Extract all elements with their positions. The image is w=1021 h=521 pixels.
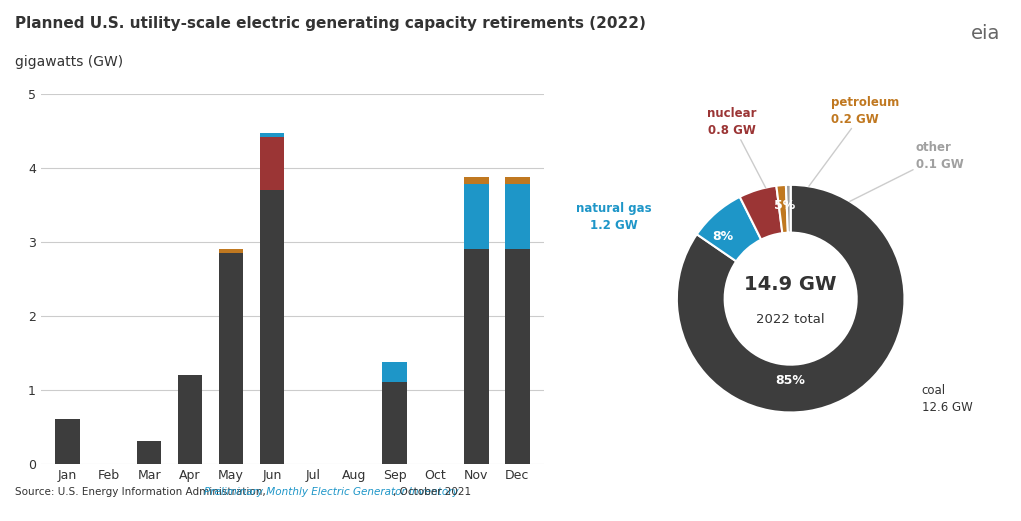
Bar — [259, 190, 284, 464]
Text: petroleum
0.2 GW: petroleum 0.2 GW — [809, 96, 898, 186]
Text: natural gas
1.2 GW: natural gas 1.2 GW — [577, 202, 652, 232]
Bar — [465, 249, 489, 464]
Text: nuclear
0.8 GW: nuclear 0.8 GW — [707, 107, 766, 188]
Wedge shape — [677, 185, 905, 413]
Bar — [505, 249, 530, 464]
Bar — [218, 253, 243, 464]
Bar — [382, 362, 407, 382]
Bar — [505, 177, 530, 184]
Text: , October 2021: , October 2021 — [393, 487, 471, 498]
Bar — [137, 441, 161, 464]
Bar — [55, 419, 80, 464]
Wedge shape — [786, 185, 790, 233]
Text: other
0.1 GW: other 0.1 GW — [849, 141, 964, 201]
Wedge shape — [776, 185, 788, 233]
Bar — [465, 184, 489, 249]
Bar — [178, 375, 202, 464]
Bar — [505, 184, 530, 249]
Text: eia: eia — [971, 24, 1000, 43]
Wedge shape — [696, 197, 761, 262]
Text: 2022 total: 2022 total — [757, 313, 825, 326]
Bar — [218, 249, 243, 253]
Text: Preliminary Monthly Electric Generator Inventory: Preliminary Monthly Electric Generator I… — [204, 487, 458, 498]
Text: Source: U.S. Energy Information Administration,: Source: U.S. Energy Information Administ… — [15, 487, 270, 498]
Bar — [382, 382, 407, 464]
Text: 14.9 GW: 14.9 GW — [744, 276, 837, 294]
Text: 5%: 5% — [774, 199, 795, 212]
Text: coal
12.6 GW: coal 12.6 GW — [922, 384, 972, 414]
Text: Planned U.S. utility-scale electric generating capacity retirements (2022): Planned U.S. utility-scale electric gene… — [15, 16, 646, 31]
Text: 8%: 8% — [712, 230, 733, 243]
Text: 85%: 85% — [776, 374, 806, 387]
Bar — [465, 177, 489, 184]
Bar — [259, 137, 284, 190]
Text: gigawatts (GW): gigawatts (GW) — [15, 55, 124, 69]
Wedge shape — [740, 186, 782, 240]
Bar — [259, 133, 284, 137]
